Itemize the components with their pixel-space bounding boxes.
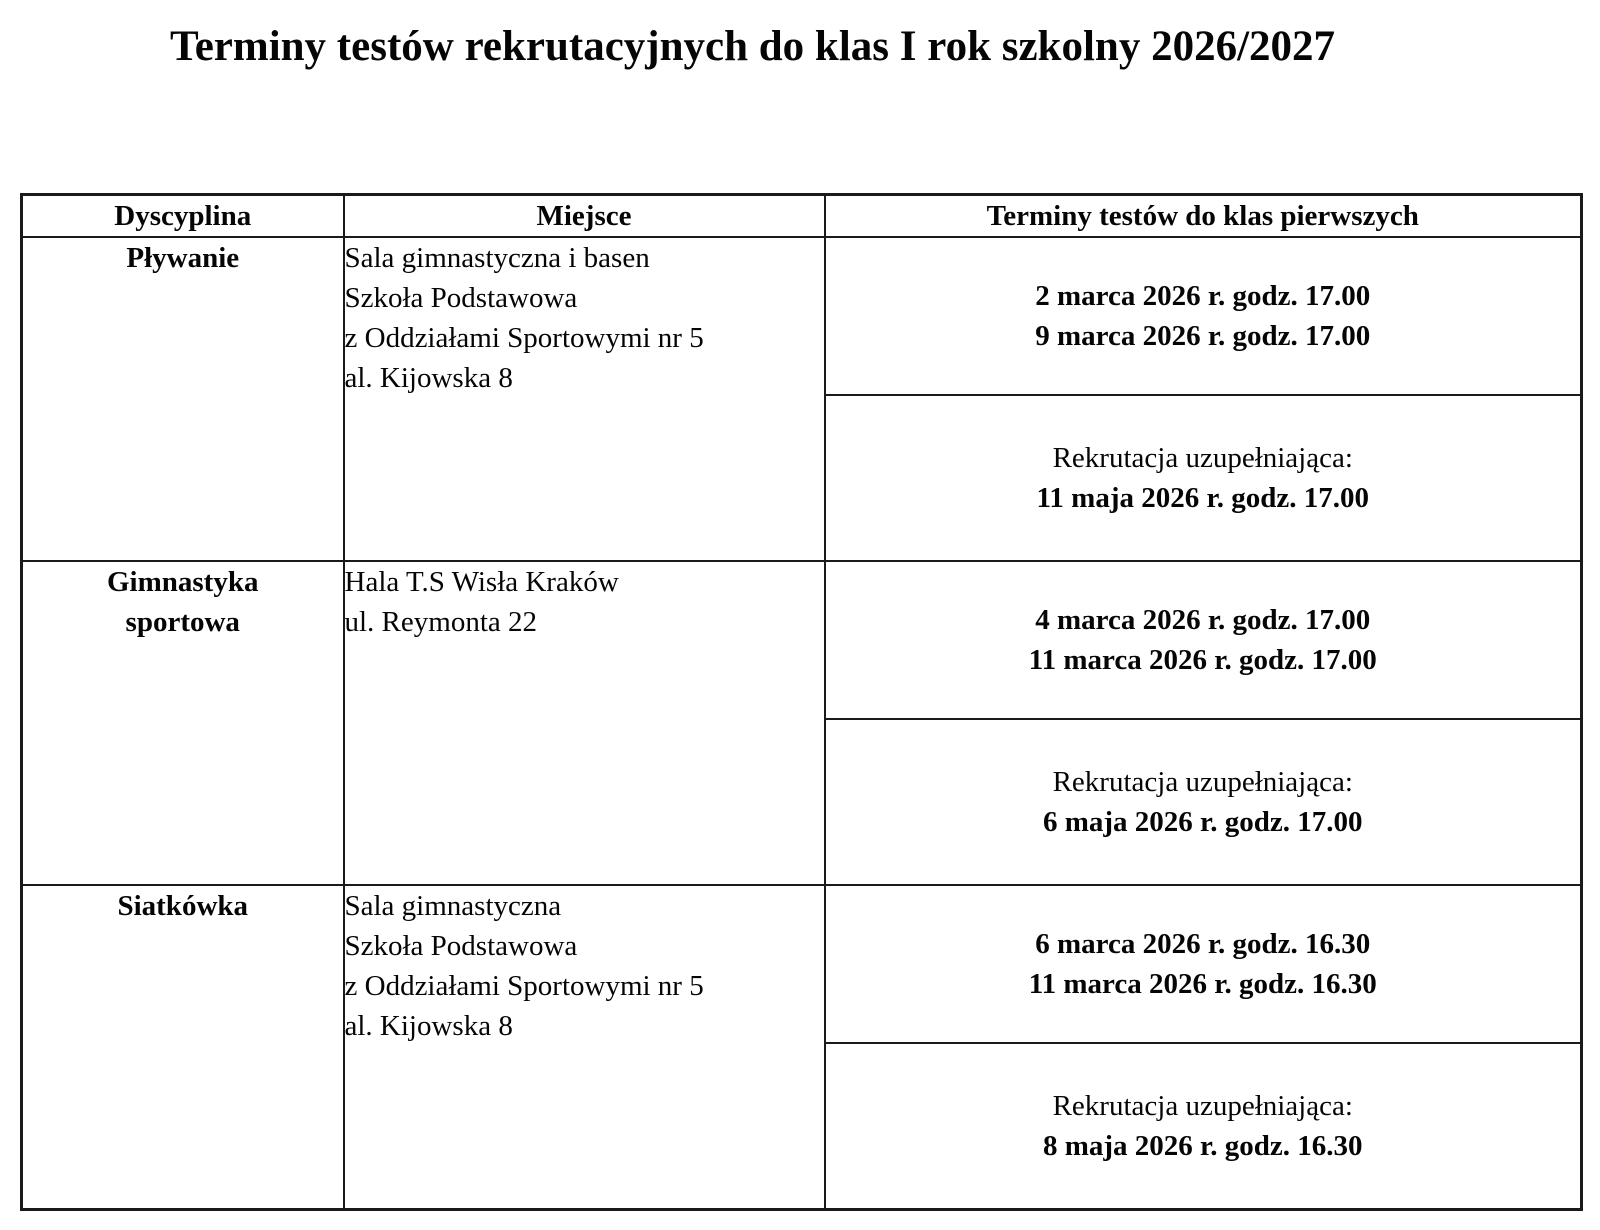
discipline-name: Siatkówka <box>117 890 249 922</box>
location-line: Szkoła Podstawowa <box>344 282 578 314</box>
test-date-line: 9 marca 2026 r. godz. 17.00 <box>1035 320 1371 352</box>
supplementary-label: Rekrutacja uzupełniająca: <box>1052 1090 1353 1122</box>
test-date-line: 6 marca 2026 r. godz. 16.30 <box>1035 928 1371 960</box>
schedule-table: Dyscyplina Miejsce Terminy testów do kla… <box>20 193 1583 1211</box>
supplementary-date: 8 maja 2026 r. godz. 16.30 <box>1042 1130 1363 1162</box>
supplementary-date: 6 maja 2026 r. godz. 17.00 <box>1042 806 1363 838</box>
discipline-cell: Gimnastyka sportowa <box>20 560 345 886</box>
location-line: ul. Reymonta 22 <box>344 606 538 638</box>
location-line: al. Kijowska 8 <box>344 1010 513 1042</box>
table-row-swimming: Pływanie Sala gimnastyczna i basen Szkoł… <box>20 236 1583 562</box>
location-line: z Oddziałami Sportowymi nr 5 <box>344 970 704 1002</box>
location-cell: Sala gimnastyczna Szkoła Podstawowa z Od… <box>342 884 826 1211</box>
test-date-line: 11 marca 2026 r. godz. 16.30 <box>1028 968 1377 1000</box>
location-cell: Hala T.S Wisła Kraków ul. Reymonta 22 <box>342 560 826 886</box>
supplementary-date: 11 maja 2026 r. godz. 17.00 <box>1036 482 1369 514</box>
table-row-gymnastics: Gimnastyka sportowa Hala T.S Wisła Krakó… <box>20 560 1583 886</box>
column-header-discipline: Dyscyplina <box>20 193 345 238</box>
table-header-row: Dyscyplina Miejsce Terminy testów do kla… <box>20 193 1583 238</box>
location-line: z Oddziałami Sportowymi nr 5 <box>344 322 704 354</box>
test-date-line: 11 marca 2026 r. godz. 17.00 <box>1028 644 1377 676</box>
discipline-cell: Siatkówka <box>20 884 345 1211</box>
page-title: Terminy testów rekrutacyjnych do klas I … <box>169 23 1336 70</box>
discipline-name: Pływanie <box>126 242 240 274</box>
table-subrow-supplementary: Rekrutacja uzupełniająca: 6 maja 2026 r.… <box>22 718 1583 886</box>
location-line: Sala gimnastyczna <box>344 890 562 922</box>
discipline-cell: Pływanie <box>20 236 345 562</box>
table-subrow-supplementary: Rekrutacja uzupełniająca: 8 maja 2026 r.… <box>22 1042 1583 1211</box>
column-header-test-dates: Terminy testów do klas pierwszych <box>823 193 1583 238</box>
supplementary-recruitment-cell: Rekrutacja uzupełniająca: 11 maja 2026 r… <box>823 394 1583 562</box>
location-line: Hala T.S Wisła Kraków <box>344 566 619 598</box>
supplementary-label: Rekrutacja uzupełniająca: <box>1052 442 1353 474</box>
table-row-volleyball: Siatkówka Sala gimnastyczna Szkoła Podst… <box>20 884 1583 1211</box>
supplementary-recruitment-cell: Rekrutacja uzupełniająca: 8 maja 2026 r.… <box>823 1042 1583 1211</box>
test-dates-cell: 2 marca 2026 r. godz. 17.00 9 marca 2026… <box>823 236 1583 396</box>
discipline-name: sportowa <box>125 606 240 638</box>
location-line: Szkoła Podstawowa <box>344 930 578 962</box>
table-subrow-supplementary: Rekrutacja uzupełniająca: 11 maja 2026 r… <box>22 394 1583 562</box>
column-header-place: Miejsce <box>342 193 826 238</box>
location-line: al. Kijowska 8 <box>344 362 513 394</box>
test-dates-cell: 4 marca 2026 r. godz. 17.00 11 marca 202… <box>823 560 1583 720</box>
test-date-line: 2 marca 2026 r. godz. 17.00 <box>1035 280 1371 312</box>
supplementary-recruitment-cell: Rekrutacja uzupełniająca: 6 maja 2026 r.… <box>823 718 1583 886</box>
location-cell: Sala gimnastyczna i basen Szkoła Podstaw… <box>342 236 826 562</box>
location-line: Sala gimnastyczna i basen <box>344 242 650 274</box>
test-dates-cell: 6 marca 2026 r. godz. 16.30 11 marca 202… <box>823 884 1583 1044</box>
supplementary-label: Rekrutacja uzupełniająca: <box>1052 766 1353 798</box>
discipline-name: Gimnastyka <box>107 566 259 598</box>
test-date-line: 4 marca 2026 r. godz. 17.00 <box>1035 604 1371 636</box>
